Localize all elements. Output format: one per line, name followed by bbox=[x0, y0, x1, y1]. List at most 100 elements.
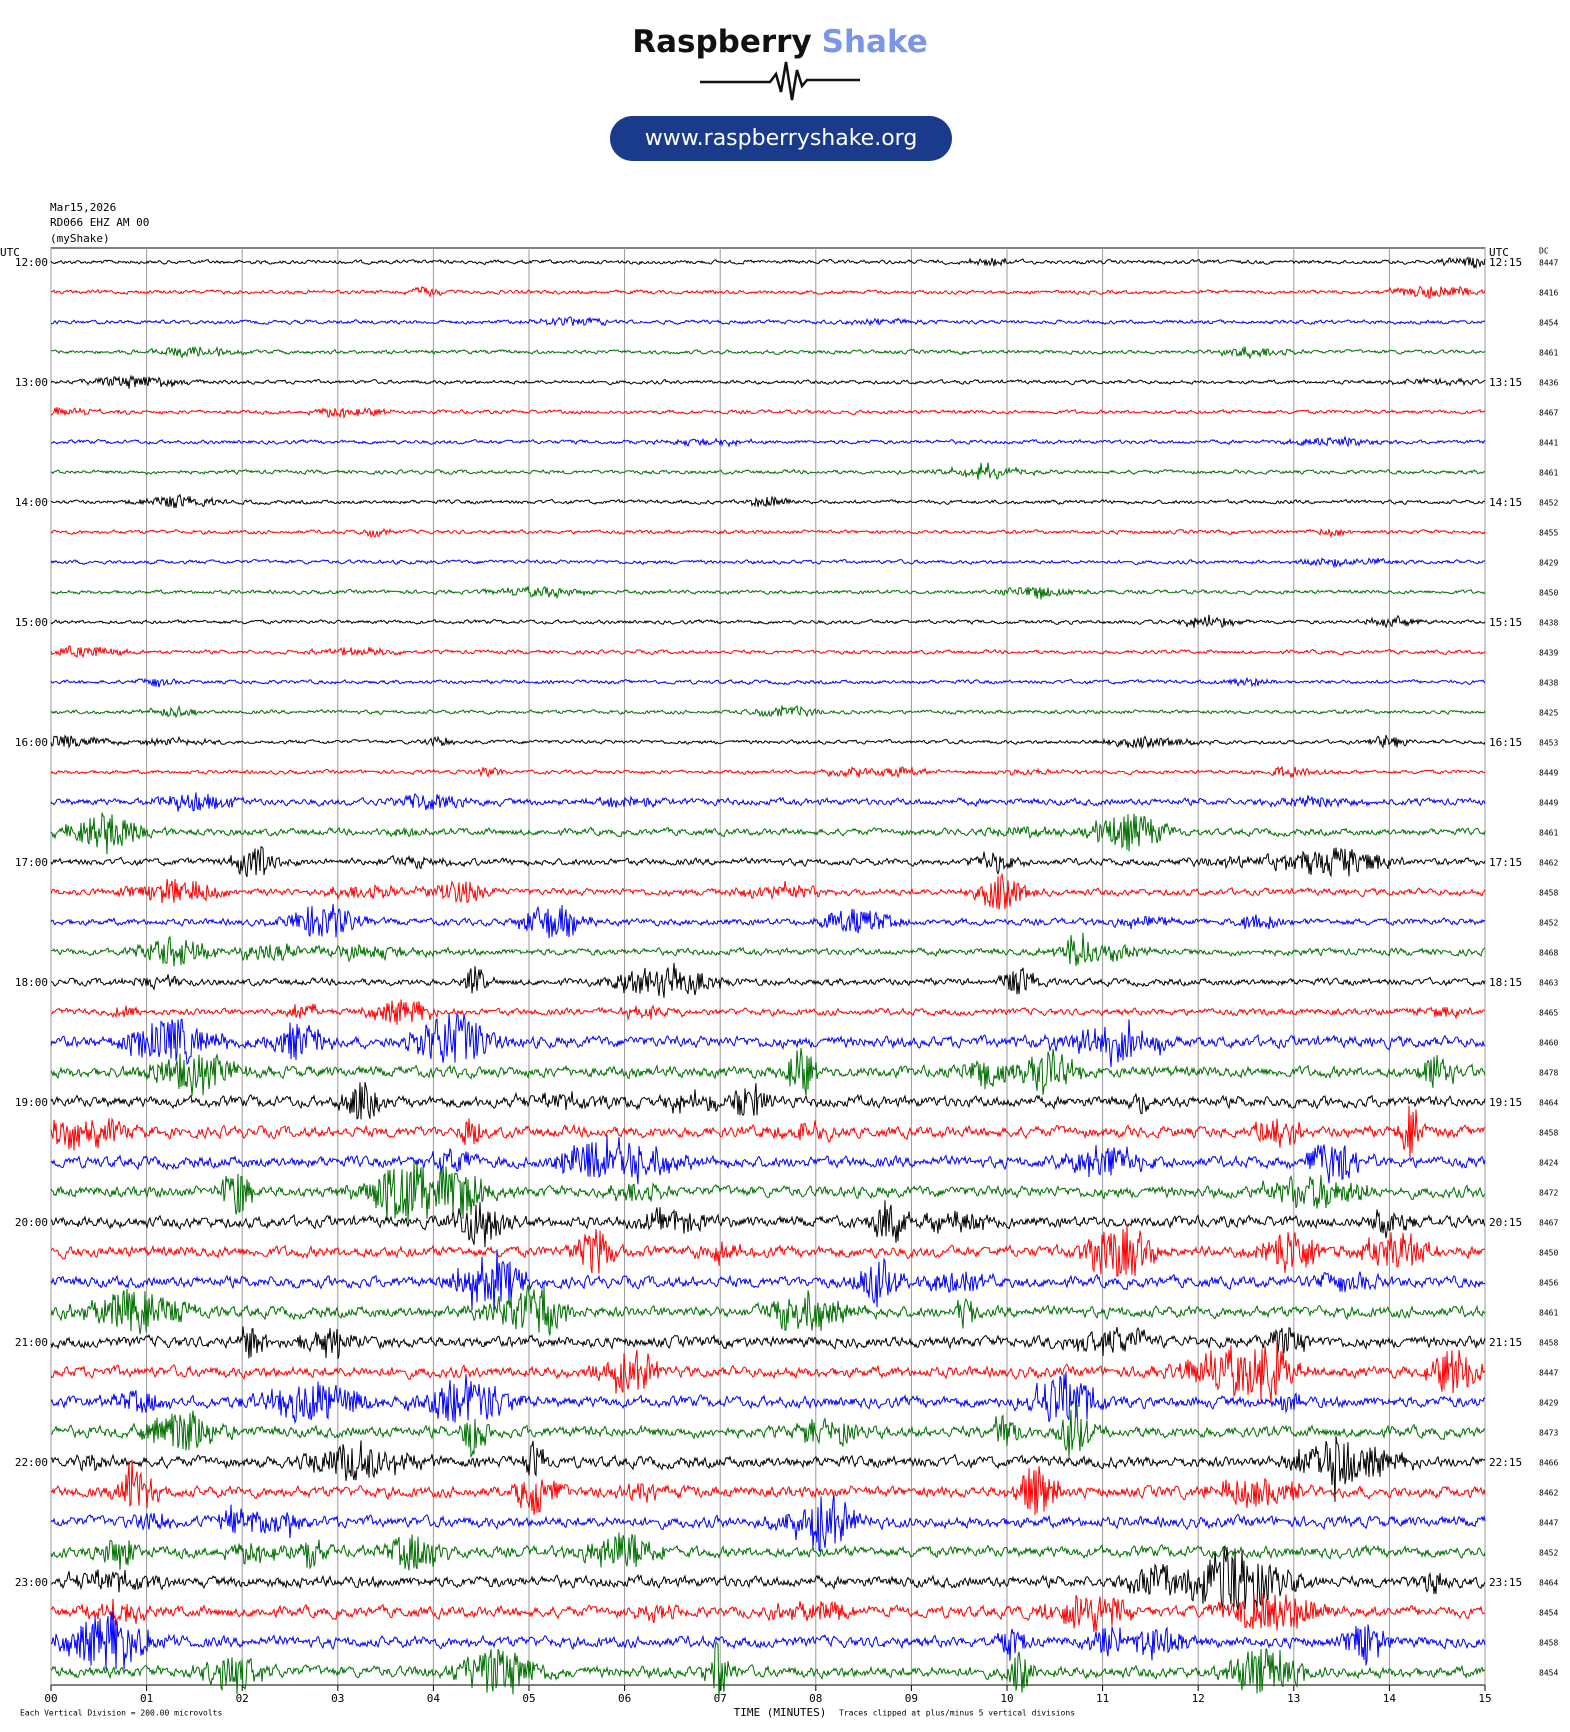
dc-label: 8458 bbox=[1539, 1129, 1558, 1138]
trace bbox=[50, 1401, 1486, 1459]
trace bbox=[50, 1436, 1486, 1502]
logo-wave bbox=[700, 61, 860, 101]
dc-label: 8455 bbox=[1539, 529, 1558, 538]
x-tick-label: 06 bbox=[618, 1692, 631, 1705]
trace bbox=[50, 557, 1486, 569]
trace bbox=[51, 285, 1486, 299]
x-tick-label: 05 bbox=[522, 1692, 535, 1705]
trace bbox=[50, 704, 1486, 719]
dc-label: 8458 bbox=[1539, 1639, 1558, 1648]
dc-label: 8424 bbox=[1539, 1159, 1558, 1168]
brand-first: Raspberry bbox=[632, 24, 811, 60]
trace bbox=[50, 1593, 1485, 1632]
dc-label: 8449 bbox=[1539, 769, 1558, 778]
time-label-left: 22:00 bbox=[15, 1456, 48, 1469]
trace bbox=[50, 1340, 1486, 1403]
x-tick-label: 04 bbox=[427, 1692, 441, 1705]
trace bbox=[50, 734, 1486, 750]
utc-right: UTC bbox=[1489, 246, 1509, 259]
time-label-right: 22:15 bbox=[1489, 1456, 1522, 1469]
trace bbox=[50, 316, 1486, 327]
dc-label: 8461 bbox=[1539, 1309, 1558, 1318]
trace bbox=[50, 1284, 1486, 1336]
dc-label: 8464 bbox=[1539, 1579, 1558, 1588]
url-button[interactable] bbox=[610, 116, 952, 161]
scale-note: Each Vertical Division = 200.00 microvol… bbox=[20, 1709, 222, 1718]
x-tick-label: 15 bbox=[1478, 1692, 1491, 1705]
time-label-right: 18:15 bbox=[1489, 976, 1522, 989]
trace bbox=[50, 1611, 1486, 1670]
trace bbox=[50, 1081, 1486, 1120]
trace bbox=[50, 614, 1486, 629]
x-tick-label: 08 bbox=[809, 1692, 822, 1705]
dc-label: 8454 bbox=[1539, 1669, 1558, 1678]
dc-label: 8452 bbox=[1539, 919, 1558, 928]
time-label-left: 16:00 bbox=[15, 736, 48, 749]
url-text[interactable]: www.raspberryshake.org bbox=[645, 126, 918, 151]
dc-label: 8438 bbox=[1539, 679, 1558, 688]
dc-label: 8441 bbox=[1539, 439, 1558, 448]
dc-label: 8447 bbox=[1539, 259, 1558, 268]
time-label-left: 12:00 bbox=[15, 256, 48, 269]
info-line: Mar15,2026 bbox=[50, 201, 116, 214]
time-label-right: 14:15 bbox=[1489, 496, 1522, 509]
dc-label: 8454 bbox=[1539, 319, 1558, 328]
x-tick-label: 11 bbox=[1096, 1692, 1109, 1705]
trace bbox=[50, 999, 1486, 1025]
dc-label: 8462 bbox=[1539, 1489, 1558, 1498]
trace bbox=[50, 1162, 1486, 1221]
dc-label: 8454 bbox=[1539, 1609, 1558, 1618]
brand: Raspberry Shake bbox=[632, 24, 928, 60]
dc-label: 8464 bbox=[1539, 1099, 1558, 1108]
dc-label: 8461 bbox=[1539, 349, 1558, 358]
dc-label: 8458 bbox=[1539, 1339, 1558, 1348]
time-label-left: 19:00 bbox=[15, 1096, 48, 1109]
trace bbox=[50, 1249, 1485, 1313]
trace bbox=[50, 586, 1486, 600]
time-label-left: 13:00 bbox=[15, 376, 48, 389]
utc-left: UTC bbox=[0, 246, 20, 259]
dc-label: 8467 bbox=[1539, 409, 1558, 418]
dc-label: 8458 bbox=[1539, 889, 1558, 898]
time-label-left: 18:00 bbox=[15, 976, 48, 989]
dc-label: 8447 bbox=[1539, 1519, 1558, 1528]
trace bbox=[50, 256, 1486, 270]
dc-label: 8429 bbox=[1539, 1399, 1558, 1408]
x-tick-label: 10 bbox=[1000, 1692, 1013, 1705]
dc-label: 8478 bbox=[1539, 1069, 1558, 1078]
trace bbox=[50, 962, 1486, 998]
time-label-right: 16:15 bbox=[1489, 736, 1522, 749]
x-tick-label: 00 bbox=[44, 1692, 57, 1705]
x-tick-label: 14 bbox=[1383, 1692, 1397, 1705]
trace bbox=[50, 374, 1486, 389]
trace bbox=[50, 1494, 1486, 1553]
trace bbox=[50, 676, 1486, 688]
trace bbox=[50, 812, 1486, 855]
dc-label: 8468 bbox=[1539, 949, 1558, 958]
trace bbox=[50, 1105, 1486, 1159]
time-label-right: 15:15 bbox=[1489, 616, 1522, 629]
dc-label: 8439 bbox=[1539, 649, 1558, 658]
trace bbox=[51, 345, 1486, 360]
trace bbox=[50, 846, 1486, 878]
plot-frame bbox=[50, 247, 1486, 1686]
x-tick-label: 02 bbox=[236, 1692, 249, 1705]
trace bbox=[50, 1200, 1486, 1248]
trace bbox=[50, 1546, 1486, 1611]
dc-label: 8456 bbox=[1539, 1279, 1558, 1288]
x-tick-label: 12 bbox=[1192, 1692, 1205, 1705]
x-tick-label: 09 bbox=[905, 1692, 918, 1705]
trace bbox=[50, 493, 1486, 509]
trace bbox=[50, 1371, 1486, 1425]
time-label-left: 20:00 bbox=[15, 1216, 48, 1229]
dc-label: 8450 bbox=[1539, 1249, 1558, 1258]
time-label-right: 23:15 bbox=[1489, 1576, 1522, 1589]
x-tick-label: 07 bbox=[714, 1692, 727, 1705]
trace bbox=[50, 435, 1486, 448]
time-label-right: 12:15 bbox=[1489, 256, 1522, 269]
x-tick-label: 03 bbox=[331, 1692, 344, 1705]
trace bbox=[50, 1135, 1486, 1185]
x-tick-label: 01 bbox=[140, 1692, 153, 1705]
dc-label: 8449 bbox=[1539, 799, 1558, 808]
dc-label: 8453 bbox=[1539, 739, 1558, 748]
